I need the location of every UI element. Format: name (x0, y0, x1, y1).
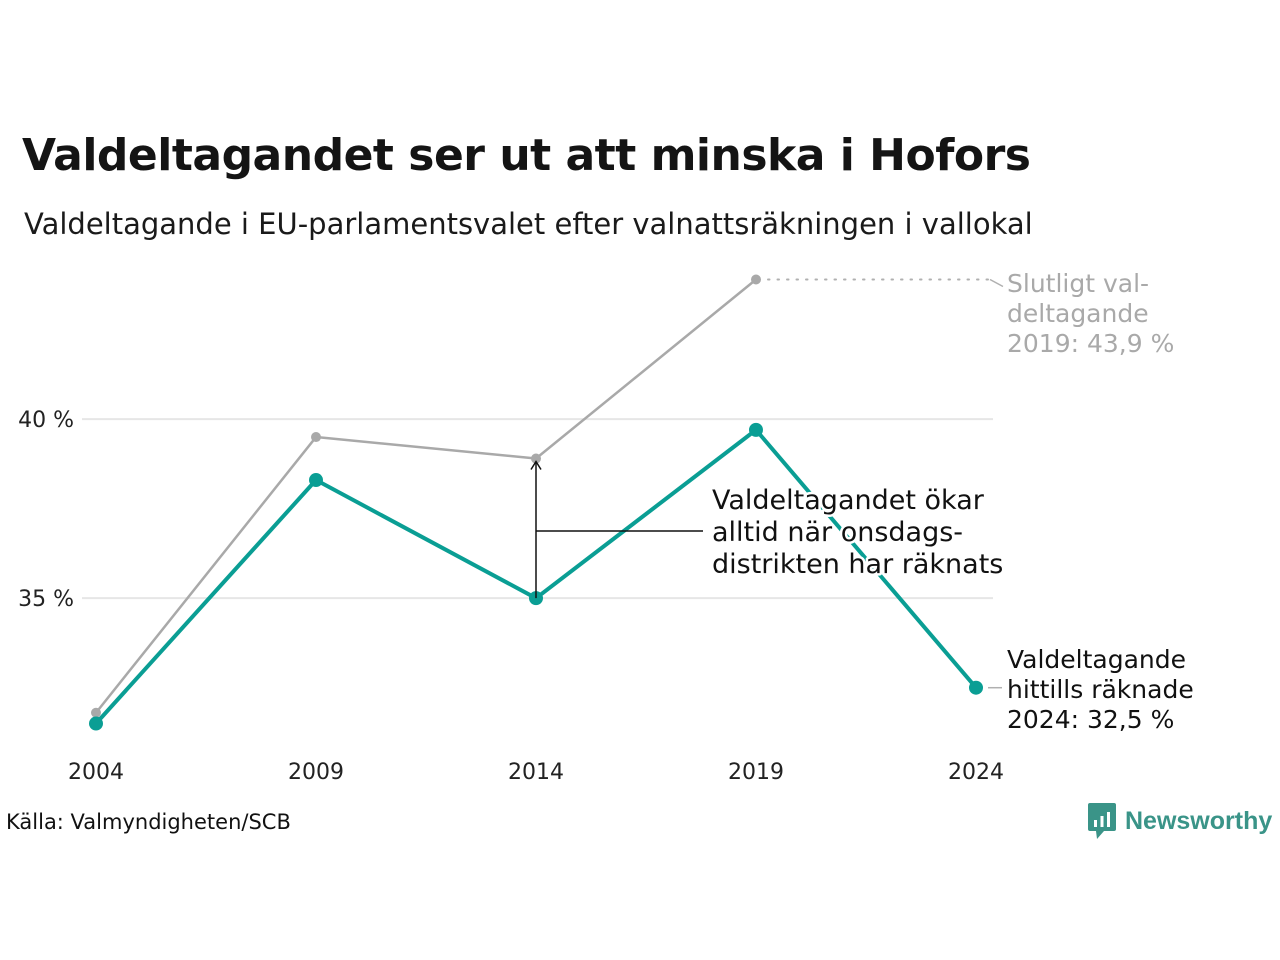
final-series-point (751, 274, 761, 285)
x-tick-label: 2019 (728, 760, 784, 785)
y-tick-label: 40 % (18, 408, 74, 433)
final-series-point (311, 432, 321, 443)
source-note: Källa: Valmyndigheten/SCB (6, 810, 291, 834)
x-tick-label: 2024 (948, 760, 1004, 785)
brand: Newsworthy (1088, 803, 1272, 839)
note-arrow-head (530, 460, 542, 470)
final-label-line: deltagande (1007, 299, 1149, 328)
note-text-line: distrikten har räknats (712, 549, 1003, 580)
brand-name: Newsworthy (1125, 806, 1273, 835)
final-label-line: 2019: 43,9 % (1007, 329, 1174, 358)
current-series-point (969, 680, 983, 695)
x-tick-label: 2009 (288, 760, 344, 785)
current-series-point (309, 473, 323, 488)
chart-subtitle: Valdeltagande i EU-parlamentsvalet efter… (24, 207, 1033, 241)
newsworthy-logo-icon (1088, 803, 1116, 839)
final-series-point (531, 453, 541, 464)
final-label-line: Slutligt val- (1007, 269, 1149, 298)
chart-title: Valdeltagandet ser ut att minska i Hofor… (22, 130, 1031, 181)
final-series-point (91, 707, 101, 718)
note-text-line: Valdeltagandet ökar (712, 485, 985, 516)
note-text-line: alltid när onsdags- (712, 517, 963, 548)
final-series-line (94, 278, 758, 715)
current-label-line: 2024: 32,5 % (1007, 705, 1174, 734)
x-tick-label: 2014 (508, 760, 564, 785)
current-series-point (89, 716, 103, 731)
current-series-point (749, 422, 763, 437)
final-leader-tick (989, 278, 1004, 288)
current-label-line: hittills räknade (1007, 675, 1194, 704)
x-tick-label: 2004 (68, 760, 124, 785)
y-tick-label: 35 % (18, 587, 74, 612)
current-label-line: Valdeltagande (1007, 645, 1186, 674)
